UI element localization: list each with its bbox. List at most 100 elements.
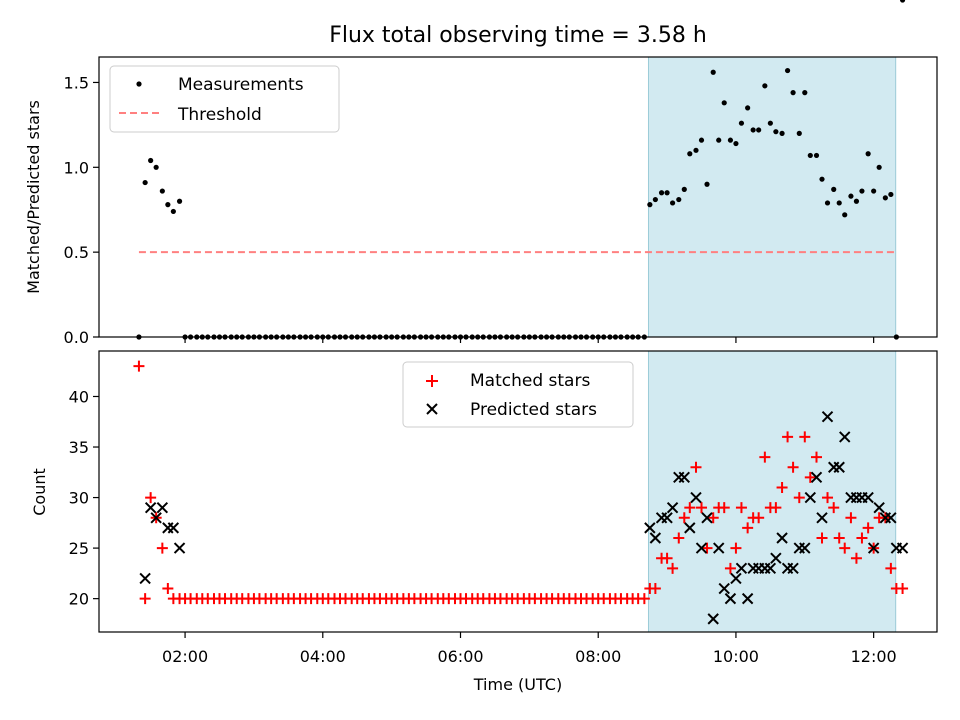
bottom-y-ticks: 20 25 30 35 40 [69,387,99,609]
matched-star-point [799,431,811,443]
bottom-y-axis-label: Count [30,468,49,516]
matched-star-point [822,492,834,504]
matched-star-point [850,552,862,564]
measurement-point [745,105,751,111]
measurement-point [842,212,848,218]
predicted-star-point [678,471,690,484]
y-tick-label: 1.0 [64,158,89,177]
measurement-point [750,127,756,133]
predicted-star-point [862,491,874,504]
x-axis-label: Time (UTC) [473,675,562,694]
measurement-point [848,193,854,199]
measurement-point [681,186,687,192]
measurement-point [704,181,710,187]
measurement-point [721,100,727,106]
matched-star-point [133,360,145,372]
bottom-panel: 20 25 30 35 40 02:00 04:00 06:00 08:00 10:00 12:0… [30,350,938,694]
matched-star-point [661,552,673,564]
matched-star-point [145,492,157,504]
matched-star-point [816,532,828,544]
predicted-star-point [896,542,909,554]
legend-label-matched: Matched stars [470,371,590,391]
measurement-point [652,196,658,203]
top-x-ticks [184,337,875,343]
measurement-point [176,198,183,204]
matched-star-point [638,593,650,605]
measurement-point [819,176,825,182]
measurement-point [710,69,716,75]
matched-star-point [856,532,868,544]
measurement-point [165,202,171,208]
top-panel: 0.0 0.5 1.0 1.5 Matched/Predicted stars Mea… [24,0,938,347]
predicted-star-point [150,512,162,524]
predicted-star-point [816,512,828,524]
predicted-star-point [690,491,702,504]
matched-star-point [684,502,696,514]
predicted-star-point [156,501,169,514]
measurement-point [676,196,682,203]
measurement-point [664,190,670,196]
matched-star-point [156,542,168,554]
legend-marker-matched [426,375,438,387]
matched-star-point [718,502,730,514]
matched-star-point [787,461,799,473]
matched-star-point [770,502,782,514]
measurement-point [888,191,894,198]
measurement-point [159,188,165,194]
predicted-star-point [885,512,897,524]
predicted-star-point [661,512,673,524]
matched-star-point [696,502,708,514]
matched-star-point [701,542,713,554]
matched-star-point [742,522,754,534]
predicted-star-point [701,512,713,524]
measurement-point [727,137,734,143]
measurement-point [802,90,808,96]
predicted-star-point [787,562,799,575]
bottom-legend: Matched stars Predicted stars [402,361,634,428]
y-tick-label: 30 [69,489,89,508]
predicted-star-point [821,410,834,423]
top-y-axis-label: Matched/Predicted stars [24,100,43,294]
matched-star-point [690,461,702,473]
bottom-observing-window [647,350,897,633]
matched-star-point [724,562,736,574]
top-observing-window [647,56,897,338]
measurement-point [899,0,906,3]
measurement-point [767,120,773,126]
measurement-point [738,120,745,126]
measurement-point [784,67,791,74]
matched-star-point [649,583,661,595]
predicted-star-point [804,491,817,504]
matched-star-point [810,451,822,463]
x-tick-label: 02:00 [162,647,208,666]
measurement-point [865,151,871,157]
matched-star-point [833,532,845,544]
predicted-star-point [684,522,696,534]
matched-star-point [782,431,794,443]
predicted-star-point [799,542,811,554]
matched-star-point [845,512,857,524]
measurement-point [790,90,796,96]
y-tick-label: 1.5 [64,73,89,92]
matched-star-point [839,542,851,554]
predicted-star-point [764,562,777,575]
x-tick-label: 08:00 [575,647,621,666]
measurement-point [813,152,820,159]
bottom-x-ticks: 02:00 04:00 06:00 08:00 10:00 12:00 [162,632,897,666]
predicted-star-point [735,562,748,575]
predicted-star-point [718,582,730,595]
predicted-star-point [707,613,719,625]
predicted-star-point [713,542,725,554]
predicted-star-point [139,572,151,585]
predicted-star-point [873,501,885,514]
measurement-point [647,202,653,208]
legend-label-threshold: Threshold [177,105,262,125]
matched-star-point [673,532,685,544]
predicted-star-point [144,501,157,514]
predicted-star-point [695,542,708,554]
predicted-star-point [810,471,823,484]
top-legend-box [109,65,340,133]
matched-star-point [162,583,174,595]
legend-label-measurements: Measurements [178,75,304,95]
